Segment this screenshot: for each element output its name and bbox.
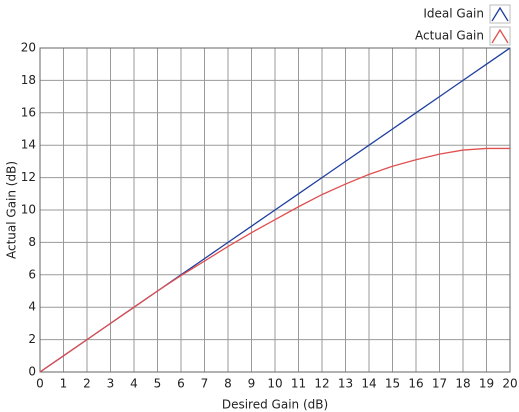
y-axis-label: Actual Gain (dB) xyxy=(5,161,19,259)
legend-label: Ideal Gain xyxy=(423,7,484,21)
x-tick-label: 3 xyxy=(107,377,115,391)
x-tick-label: 1 xyxy=(60,377,68,391)
x-tick-label: 16 xyxy=(408,377,423,391)
x-tick-label: 12 xyxy=(314,377,329,391)
x-tick-label: 0 xyxy=(36,377,44,391)
y-tick-label: 4 xyxy=(28,300,36,314)
y-tick-label: 8 xyxy=(28,235,36,249)
x-tick-label: 10 xyxy=(267,377,282,391)
legend-swatch-box xyxy=(489,26,511,46)
series-line xyxy=(39,147,510,373)
x-tick-label: 5 xyxy=(154,377,162,391)
y-tick-label: 2 xyxy=(28,332,36,346)
x-tick-label: 15 xyxy=(385,377,400,391)
x-tick-label: 19 xyxy=(479,377,494,391)
y-tick-label: 12 xyxy=(21,170,36,184)
plot-border xyxy=(39,47,511,373)
x-tick-label: 20 xyxy=(502,377,517,391)
x-tick-label: 18 xyxy=(455,377,470,391)
x-tick-label: 13 xyxy=(338,377,353,391)
y-tick-label: 18 xyxy=(21,73,36,87)
y-tick-label: 0 xyxy=(28,365,36,379)
x-tick-label: 9 xyxy=(248,377,256,391)
y-tick-label: 10 xyxy=(21,203,36,217)
x-tick-label: 2 xyxy=(83,377,91,391)
x-axis-label: Desired Gain (dB) xyxy=(222,398,328,412)
y-tick-label: 14 xyxy=(21,138,36,152)
x-tick-label: 11 xyxy=(291,377,306,391)
x-tick-label: 8 xyxy=(224,377,232,391)
legend-swatch xyxy=(491,28,509,44)
x-tick-label: 7 xyxy=(201,377,209,391)
legend-swatch-box xyxy=(489,4,511,24)
y-tick-label: 16 xyxy=(21,105,36,119)
x-tick-label: 6 xyxy=(177,377,185,391)
x-tick-label: 17 xyxy=(432,377,447,391)
x-tick-label: 14 xyxy=(361,377,376,391)
legend-label: Actual Gain xyxy=(415,29,484,43)
y-tick-label: 6 xyxy=(28,267,36,281)
y-tick-label: 20 xyxy=(21,41,36,55)
legend-swatch xyxy=(491,6,509,22)
x-tick-label: 4 xyxy=(130,377,138,391)
